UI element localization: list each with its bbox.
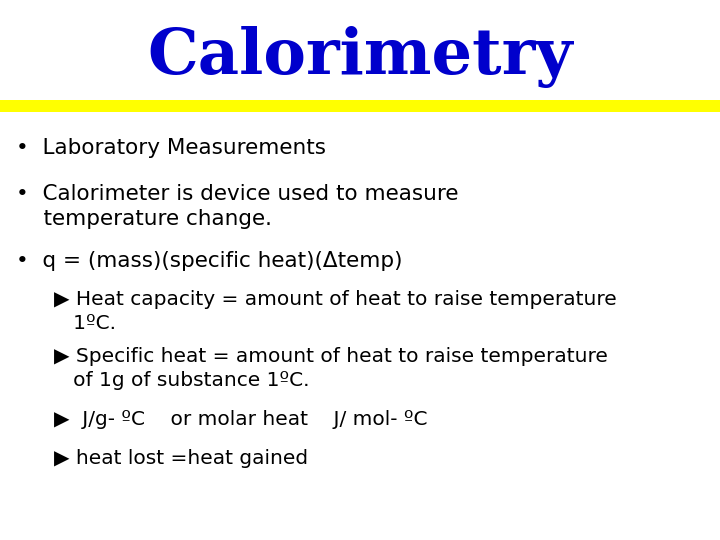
Text: ▶ Specific heat = amount of heat to raise temperature
   of 1g of substance 1ºC.: ▶ Specific heat = amount of heat to rais… — [54, 347, 608, 390]
Text: Calorimetry: Calorimetry — [148, 26, 572, 87]
Text: ▶  J/g- ºC    or molar heat    J/ mol- ºC: ▶ J/g- ºC or molar heat J/ mol- ºC — [54, 410, 428, 429]
Text: •  Laboratory Measurements: • Laboratory Measurements — [16, 138, 326, 158]
Text: ▶ heat lost =heat gained: ▶ heat lost =heat gained — [54, 449, 308, 468]
Text: •  q = (mass)(specific heat)(Δtemp): • q = (mass)(specific heat)(Δtemp) — [16, 251, 402, 271]
Text: •  Calorimeter is device used to measure
    temperature change.: • Calorimeter is device used to measure … — [16, 184, 459, 229]
Text: ▶ Heat capacity = amount of heat to raise temperature
   1ºC.: ▶ Heat capacity = amount of heat to rais… — [54, 290, 617, 333]
Bar — [0, 100, 720, 112]
